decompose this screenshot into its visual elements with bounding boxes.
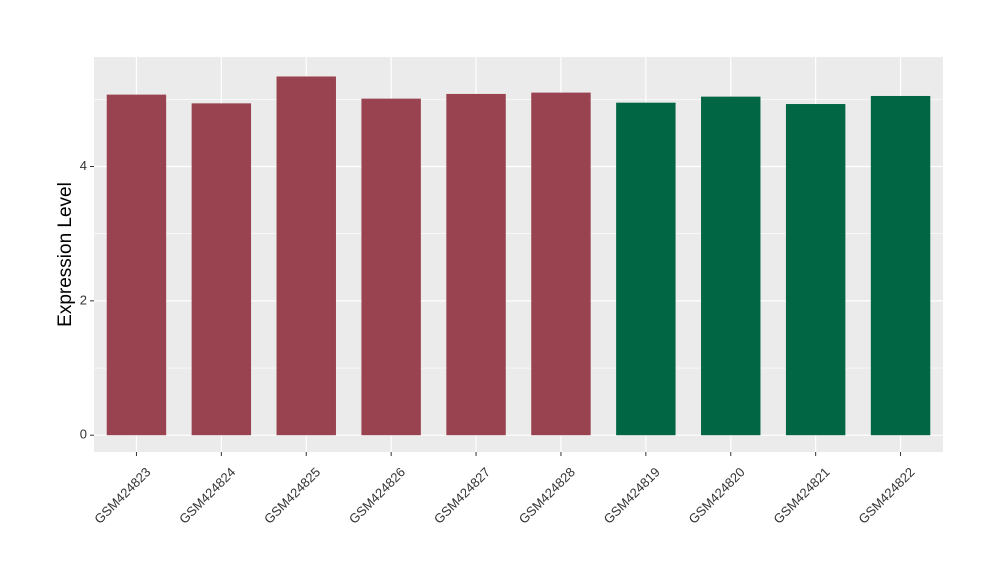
y-tick-label: 0: [80, 427, 87, 442]
x-tick-label: GSM424820: [686, 464, 748, 526]
bar-GSM424820: [701, 96, 761, 436]
bar-GSM424819: [616, 102, 676, 436]
x-tick-label: GSM424821: [770, 464, 832, 526]
y-tick-label: 4: [80, 158, 87, 173]
x-tick-label: GSM424819: [601, 464, 663, 526]
x-tick-label: GSM424828: [516, 464, 578, 526]
bar-GSM424828: [531, 92, 591, 436]
x-tick-label: GSM424826: [346, 464, 408, 526]
bar-GSM424824: [191, 103, 252, 436]
x-axis: GSM424823 GSM424824 GSM424825 GSM424826 GSM4…: [91, 452, 918, 527]
x-tick-label: GSM424824: [176, 464, 238, 526]
bar-GSM424827: [446, 93, 506, 436]
y-axis: 0 2 4: [80, 158, 94, 442]
x-tick-label: GSM424823: [91, 464, 153, 526]
bar-GSM424825: [276, 76, 336, 436]
bar-GSM424823: [106, 94, 167, 436]
bar-GSM424826: [361, 98, 421, 436]
x-tick-label: GSM424822: [855, 464, 917, 526]
y-axis-title: Expression Level: [55, 182, 76, 327]
bars: [106, 76, 931, 436]
bar-GSM424821: [785, 104, 846, 436]
x-tick-label: GSM424827: [431, 464, 493, 526]
bar-GSM424822: [870, 95, 931, 436]
y-tick-label: 2: [80, 292, 87, 307]
x-tick-label: GSM424825: [261, 464, 323, 526]
